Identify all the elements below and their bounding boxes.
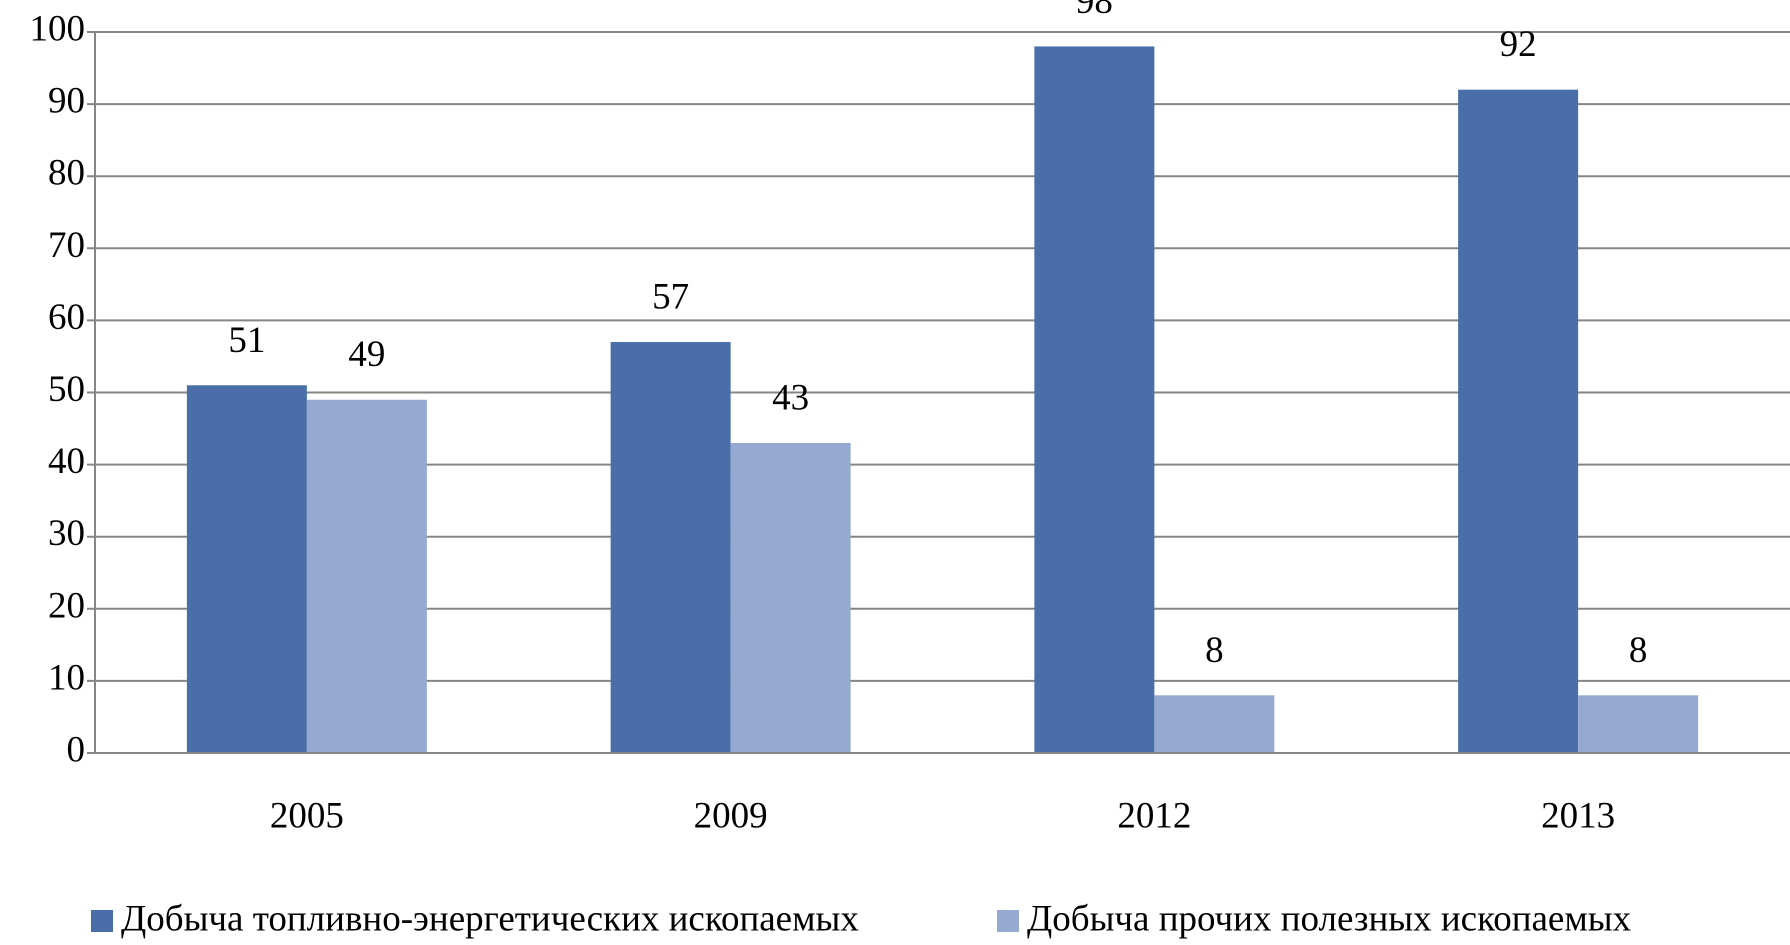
legend-swatch [91,910,113,932]
y-tick-label: 20 [48,585,85,626]
data-label: 49 [348,334,385,375]
x-tick-label: 2009 [694,795,768,836]
data-label: 57 [652,277,689,318]
data-label: 43 [772,377,809,418]
x-tick-label: 2005 [270,795,344,836]
bar [1034,46,1155,754]
data-label: 98 [1076,0,1113,22]
y-tick-label: 40 [48,441,85,482]
y-tick-label: 100 [30,8,86,49]
data-label: 8 [1205,630,1224,671]
bar [730,442,851,753]
y-tick-label: 0 [67,729,86,770]
y-tick-label: 70 [48,225,85,266]
bar [306,399,427,753]
data-label: 51 [228,320,265,361]
y-tick-label: 10 [48,657,85,698]
x-tick-label: 2013 [1541,795,1615,836]
bar [1154,695,1275,753]
bar [610,342,731,753]
legend-swatch [997,910,1019,932]
legend-label: Добыча прочих полезных ископаемых [1027,898,1632,939]
bar [1458,89,1579,754]
data-label: 92 [1500,24,1537,65]
bar [1578,695,1699,753]
y-tick-label: 90 [48,81,85,122]
y-tick-label: 30 [48,513,85,554]
x-tick-label: 2012 [1117,795,1191,836]
data-label: 8 [1629,630,1648,671]
y-tick-label: 60 [48,297,85,338]
legend-label: Добыча топливно-энергетических ископаемы… [121,898,859,939]
bar [186,385,307,753]
y-tick-label: 50 [48,369,85,410]
y-tick-label: 80 [48,153,85,194]
